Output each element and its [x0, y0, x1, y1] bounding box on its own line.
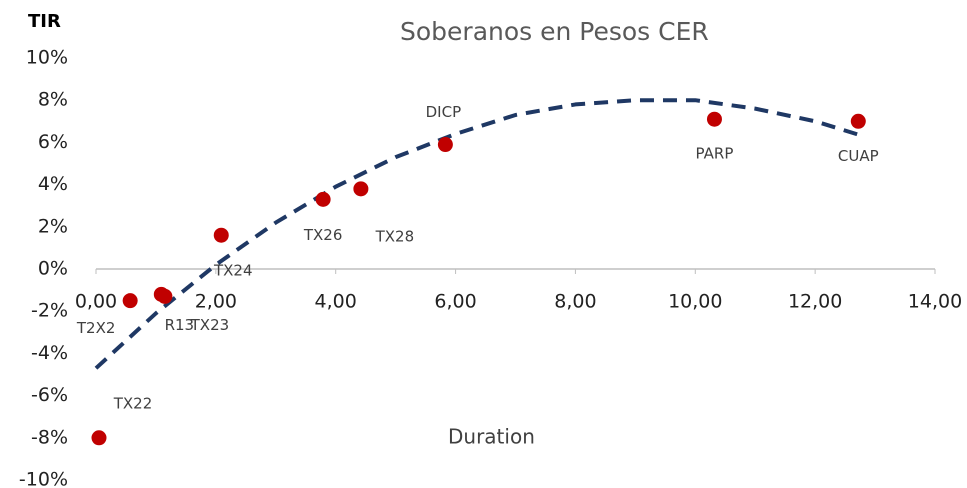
- point-label: R13: [165, 316, 195, 334]
- point-label: PARP: [696, 145, 734, 163]
- point: [850, 113, 866, 129]
- y-tick-label: 10%: [26, 47, 68, 69]
- point: [122, 293, 138, 309]
- x-tick-label: 12,00: [788, 291, 842, 313]
- y-axis-label: TIR: [28, 11, 61, 32]
- y-tick-label: -6%: [31, 384, 68, 406]
- point: [157, 288, 173, 304]
- point-label: T2X2: [76, 319, 116, 337]
- point: [353, 181, 369, 197]
- y-tick-label: 8%: [38, 89, 68, 111]
- x-tick-label: 2,00: [195, 291, 237, 313]
- x-axis-label: Duration: [448, 425, 535, 449]
- point: [315, 191, 331, 207]
- point-label: TX23: [190, 316, 230, 334]
- point-label: TX24: [213, 262, 253, 280]
- y-tick-label: -8%: [31, 426, 68, 448]
- y-tick-label: 0%: [38, 258, 68, 280]
- chart-title: Soberanos en Pesos CER: [400, 17, 709, 46]
- y-tick-label: -4%: [31, 342, 68, 364]
- y-tick-label: -2%: [31, 300, 68, 322]
- x-tick-label: 8,00: [554, 291, 596, 313]
- x-tick-label: 14,00: [908, 291, 962, 313]
- y-tick-label: 2%: [38, 215, 68, 237]
- point-label: CUAP: [838, 147, 879, 165]
- y-tick-label: 6%: [38, 131, 68, 153]
- point-label: TX22: [113, 394, 153, 412]
- point: [437, 137, 453, 153]
- point: [706, 111, 722, 127]
- point-label: DICP: [426, 103, 462, 121]
- point: [213, 227, 229, 243]
- y-tick-label: -10%: [19, 469, 68, 488]
- point-label: TX26: [303, 226, 343, 244]
- x-tick-label: 10,00: [668, 291, 722, 313]
- x-tick-label: 0,00: [75, 291, 117, 313]
- x-tick-label: 4,00: [315, 291, 357, 313]
- point: [91, 430, 107, 446]
- trend-line: [94, 98, 864, 370]
- y-tick-label: 4%: [38, 173, 68, 195]
- point-label: TX28: [375, 227, 415, 245]
- x-tick-label: 6,00: [434, 291, 476, 313]
